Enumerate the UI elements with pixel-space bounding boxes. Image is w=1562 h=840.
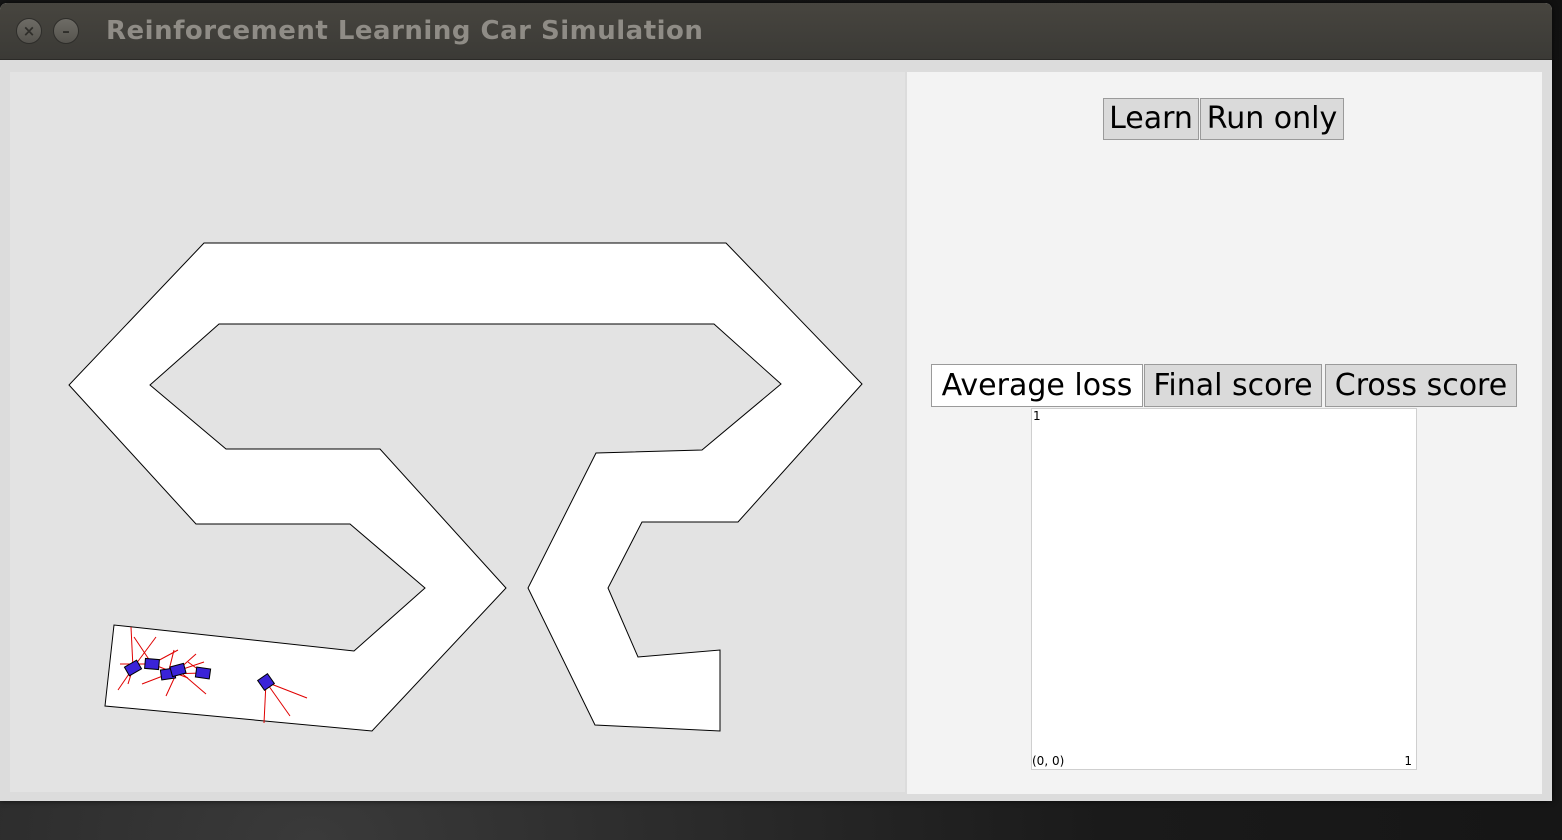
learn-button[interactable]: Learn — [1103, 98, 1199, 140]
tab-cross-score[interactable]: Cross score — [1325, 364, 1517, 407]
close-icon[interactable]: × — [16, 18, 42, 44]
tab-final-score[interactable]: Final score — [1144, 364, 1322, 407]
graph-y-max-label: 1 — [1033, 409, 1041, 423]
loss-graph: 1 (0, 0) 1 — [1031, 408, 1417, 770]
car — [256, 672, 276, 692]
graph-x-max-label: 1 — [1404, 754, 1412, 768]
title-bar[interactable]: × – Reinforcement Learning Car Simulatio… — [0, 3, 1552, 60]
run-only-button[interactable]: Run only — [1200, 98, 1344, 140]
car — [194, 666, 212, 680]
race-track — [68, 242, 863, 732]
simulation-canvas — [10, 72, 905, 792]
app-window: × – Reinforcement Learning Car Simulatio… — [0, 3, 1552, 801]
window-content: Learn Run only Average loss Final score … — [0, 60, 1552, 801]
tab-average-loss[interactable]: Average loss — [931, 364, 1143, 407]
car-bodies — [123, 657, 276, 692]
car-agents — [117, 626, 308, 724]
car — [144, 657, 160, 671]
graph-origin-label: (0, 0) — [1032, 754, 1065, 768]
window-title: Reinforcement Learning Car Simulation — [106, 16, 704, 46]
car — [169, 662, 187, 678]
control-panel: Learn Run only Average loss Final score … — [907, 72, 1542, 794]
minimize-icon[interactable]: – — [53, 18, 79, 44]
car — [123, 659, 143, 677]
track-drawing — [68, 242, 863, 732]
